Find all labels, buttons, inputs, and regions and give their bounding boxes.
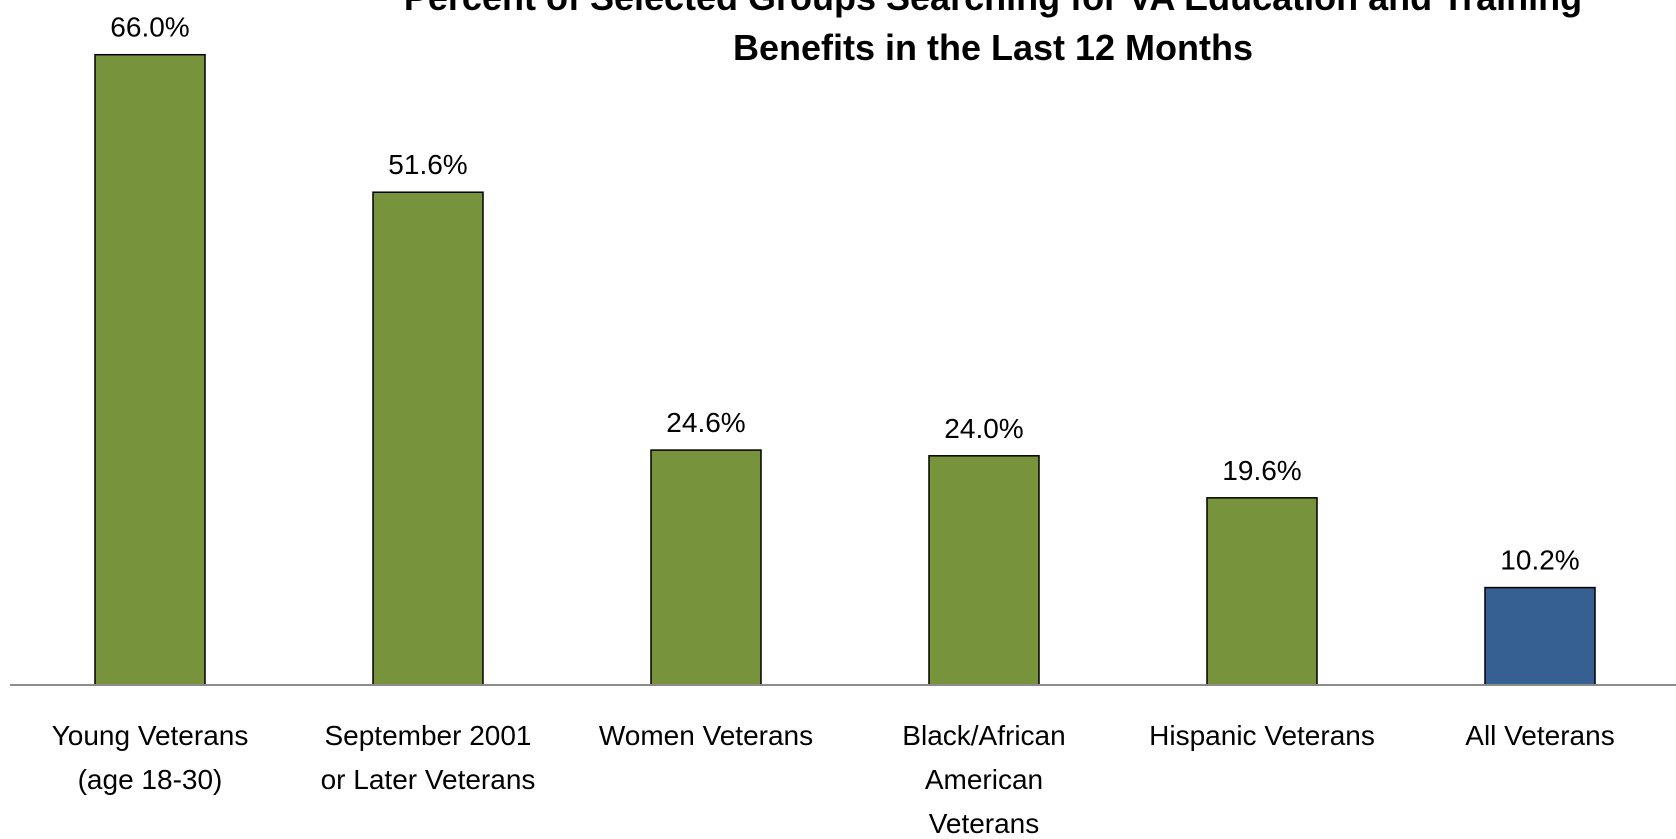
- chart-title: Percent of Selected Groups Searching for…: [404, 0, 1582, 68]
- bar: [1206, 497, 1318, 686]
- bar: [650, 449, 762, 686]
- bar: [928, 455, 1040, 686]
- x-tick-label: Women Veterans: [599, 720, 813, 751]
- x-tick-label: Black/African American Veterans: [902, 720, 1065, 839]
- data-label: 24.6%: [666, 407, 745, 438]
- chart-title-line: Benefits in the Last 12 Months: [733, 27, 1253, 68]
- x-tick-label: September 2001 or Later Veterans: [321, 720, 536, 795]
- data-label: 24.0%: [944, 413, 1023, 444]
- x-tick-label-line: Veterans: [929, 808, 1040, 839]
- x-tick-label-line: Young Veterans: [52, 720, 249, 751]
- data-label: 10.2%: [1500, 545, 1579, 576]
- x-tick-label-line: or Later Veterans: [321, 764, 536, 795]
- x-tick-label-line: All Veterans: [1465, 720, 1614, 751]
- x-tick-label-line: Black/African: [902, 720, 1065, 751]
- x-tick-label-line: American: [925, 764, 1043, 795]
- x-tick-labels-group: Young Veterans (age 18-30) September 2001 o…: [52, 720, 1615, 839]
- bar: [1484, 586, 1596, 686]
- data-label: 66.0%: [110, 12, 189, 43]
- x-tick-label-line: Women Veterans: [599, 720, 813, 751]
- data-label: 51.6%: [388, 149, 467, 180]
- x-tick-label-line: September 2001: [324, 720, 531, 751]
- x-tick-label-line: (age 18-30): [78, 764, 223, 795]
- bar: [94, 53, 206, 686]
- bars-group: [94, 53, 1596, 686]
- x-tick-label: All Veterans: [1465, 720, 1614, 751]
- x-tick-label: Hispanic Veterans: [1149, 720, 1375, 751]
- x-tick-label-line: Hispanic Veterans: [1149, 720, 1375, 751]
- bar: [372, 191, 484, 686]
- x-tick-label: Young Veterans (age 18-30): [52, 720, 249, 795]
- data-labels-group: 66.0% 51.6% 24.6% 24.0% 19.6% 10.2%: [110, 12, 1579, 576]
- data-label: 19.6%: [1222, 455, 1301, 486]
- chart-title-line: Percent of Selected Groups Searching for…: [404, 0, 1582, 18]
